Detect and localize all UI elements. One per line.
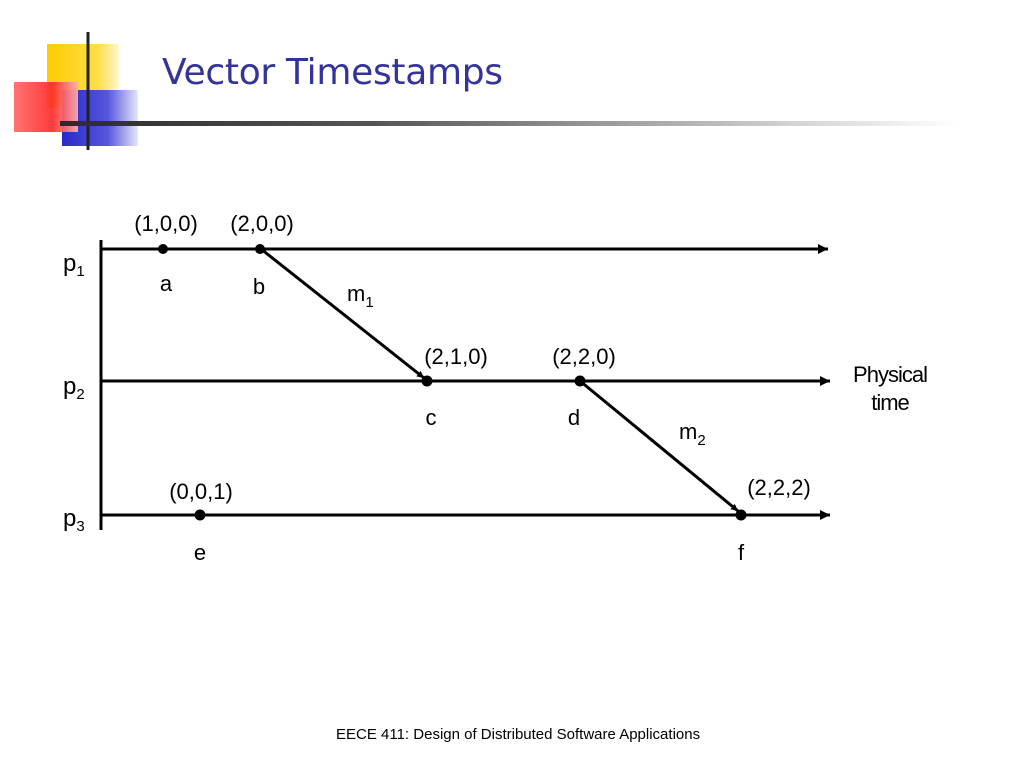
message-arrow-m2 [579,379,739,513]
event-label-e: e [194,540,206,565]
physical-time-label-line2: time [871,390,909,415]
title-underline [60,121,960,126]
event-timestamp-f: (2,2,2) [747,475,811,500]
event-timestamp-e: (0,0,1) [169,479,233,504]
event-label-b: b [253,274,265,299]
event-a: (1,0,0) a [134,211,198,296]
event-dot-c [421,375,433,387]
event-f: (2,2,2) f [735,475,811,565]
event-d: (2,2,0) d [552,344,616,430]
event-label-f: f [738,540,745,565]
event-dot-a [158,244,168,254]
slide-title: Vector Timestamps [162,52,503,93]
event-dot-e [194,509,206,521]
event-timestamp-d: (2,2,0) [552,344,616,369]
event-label-d: d [568,405,580,430]
process-label-p1: p1 [63,250,85,280]
slide-logo [14,32,138,150]
process-label-p2: p2 [63,373,85,403]
message-arrow-m1 [260,247,425,380]
event-dot-d [574,375,586,387]
event-c: (2,1,0) c [421,344,488,430]
event-timestamp-c: (2,1,0) [424,344,488,369]
message-label-m2: m2 [679,419,706,449]
event-dot-b [255,244,265,254]
event-timestamp-a: (1,0,0) [134,211,198,236]
message-label-m1: m1 [347,281,374,311]
physical-time-label-line1: Physical [853,362,927,387]
event-dot-f [735,509,747,521]
event-timestamp-b: (2,0,0) [230,211,294,236]
event-label-c: c [426,405,437,430]
process-label-p3: p3 [63,505,85,535]
slide-footer: EECE 411: Design of Distributed Software… [336,726,701,743]
event-e: (0,0,1) e [169,479,233,565]
event-label-a: a [160,271,173,296]
event-b: (2,0,0) b [230,211,294,299]
